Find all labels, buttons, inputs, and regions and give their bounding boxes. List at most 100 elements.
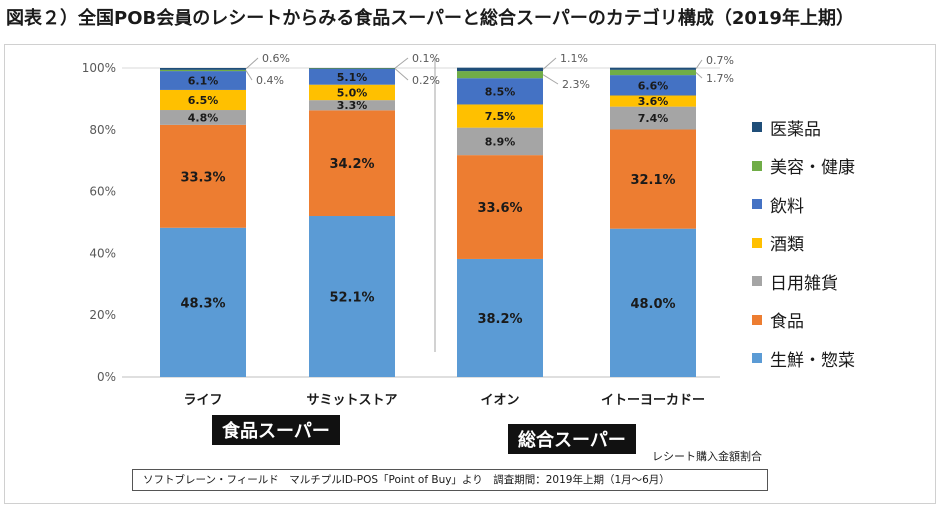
data-label: 8.9% [485,135,516,148]
bar-segment [457,67,543,72]
bar-segment [457,71,543,79]
data-label: 6.6% [638,79,669,92]
legend-item: 日用雑貨 [752,262,855,301]
bar-segment [457,127,543,156]
bar-segment [610,95,696,107]
bar-segment [160,89,246,111]
bar-segment [457,155,543,259]
bar-segment [160,110,246,125]
legend-item: 美容・健康 [752,147,855,186]
data-label: 52.1% [329,291,374,306]
data-label: 0.7% [706,54,734,67]
bar-segment [610,67,696,70]
data-label: 48.3% [180,296,225,311]
bar-segment [457,104,543,128]
bar-segment [309,216,395,377]
bar-segment [610,106,696,130]
legend-label: 日用雑貨 [770,273,838,294]
callout-line [695,72,703,79]
unit-note: レシート購入金額割合 [652,450,762,463]
data-label: 48.0% [630,297,675,312]
data-label: 3.3% [337,99,368,112]
bar-segment [610,129,696,229]
legend-label: 食品 [770,312,804,333]
data-label: 5.1% [337,71,368,84]
legend: 医薬品美容・健康飲料酒類日用雑貨食品生鮮・惣菜 [752,108,855,378]
callout-line [245,70,253,81]
legend-swatch [752,237,762,248]
data-label: 7.5% [485,110,516,123]
callout-line [394,57,409,69]
data-label: 0.1% [412,52,440,65]
bar-segment [309,68,395,85]
callout-line [542,57,557,70]
y-tick-label: 40% [89,246,116,260]
bar-segment [309,68,395,69]
data-label: 7.4% [638,112,669,125]
data-label: 33.6% [477,201,522,216]
data-label: 6.5% [188,94,219,107]
legend-swatch [752,122,762,133]
legend-label: 酒類 [770,235,804,256]
legend-swatch [752,199,762,210]
bar-segment [160,69,246,72]
bar-segment [309,68,395,69]
legend-item: 飲料 [752,185,855,224]
bar-segment [309,84,395,101]
group-label-general-super: 総合スーパー [508,424,636,454]
bar-segment [160,71,246,90]
data-label: 5.0% [337,86,368,99]
legend-label: 美容・健康 [770,158,855,179]
callout-line [542,74,559,85]
data-label: 1.7% [706,72,734,85]
bar-segment [160,68,246,70]
y-tick-label: 20% [89,308,116,322]
x-tick-label: イオン [480,393,519,408]
legend-swatch [752,160,762,171]
data-label: 3.6% [638,95,669,108]
callout-line [245,57,259,70]
legend-item: 食品 [752,301,855,340]
bar-segment [610,228,696,377]
bar-segment [610,69,696,76]
bar-segment [309,100,395,111]
bar-segment [160,227,246,377]
data-label: 8.5% [485,85,516,98]
bar-segment [457,258,543,377]
group-label-food-super: 食品スーパー [212,415,340,445]
y-tick-label: 60% [89,185,116,199]
bar-segment [160,124,246,228]
legend-swatch [752,276,762,287]
legend-item: 生鮮・惣菜 [752,339,855,378]
chart-title: 図表２）全国POB会員のレシートからみる食品スーパーと総合スーパーのカテゴリ構成… [6,8,854,29]
callout-line [394,68,409,81]
data-label: 1.1% [560,52,588,65]
data-label: 38.2% [477,312,522,327]
data-label: 0.6% [262,52,290,65]
legend-item: 酒類 [752,224,855,263]
legend-label: 飲料 [770,196,804,217]
data-label: 0.4% [256,74,284,87]
legend-swatch [752,353,762,364]
data-label: 33.3% [180,170,225,185]
legend-label: 生鮮・惣菜 [770,350,855,371]
chart-panel [4,44,936,504]
bar-segment [610,75,696,96]
data-label: 34.2% [329,157,374,172]
data-label: 2.3% [562,78,590,91]
callout-line [695,59,703,70]
data-label: 4.8% [188,111,219,124]
y-tick-label: 80% [89,123,116,137]
x-tick-label: サミットストア [306,393,397,408]
y-tick-label: 0% [97,370,116,384]
bar-segment [457,78,543,105]
data-label: 32.1% [630,173,675,188]
legend-item: 医薬品 [752,108,855,147]
x-tick-label: ライフ [183,393,222,408]
bar-segment [309,110,395,217]
data-label: 6.1% [188,75,219,88]
source-box: ソフトブレーン・フィールド マルチプルID-POS「Point of Buy」よ… [132,469,768,491]
y-tick-label: 100% [82,61,116,75]
legend-swatch [752,314,762,325]
